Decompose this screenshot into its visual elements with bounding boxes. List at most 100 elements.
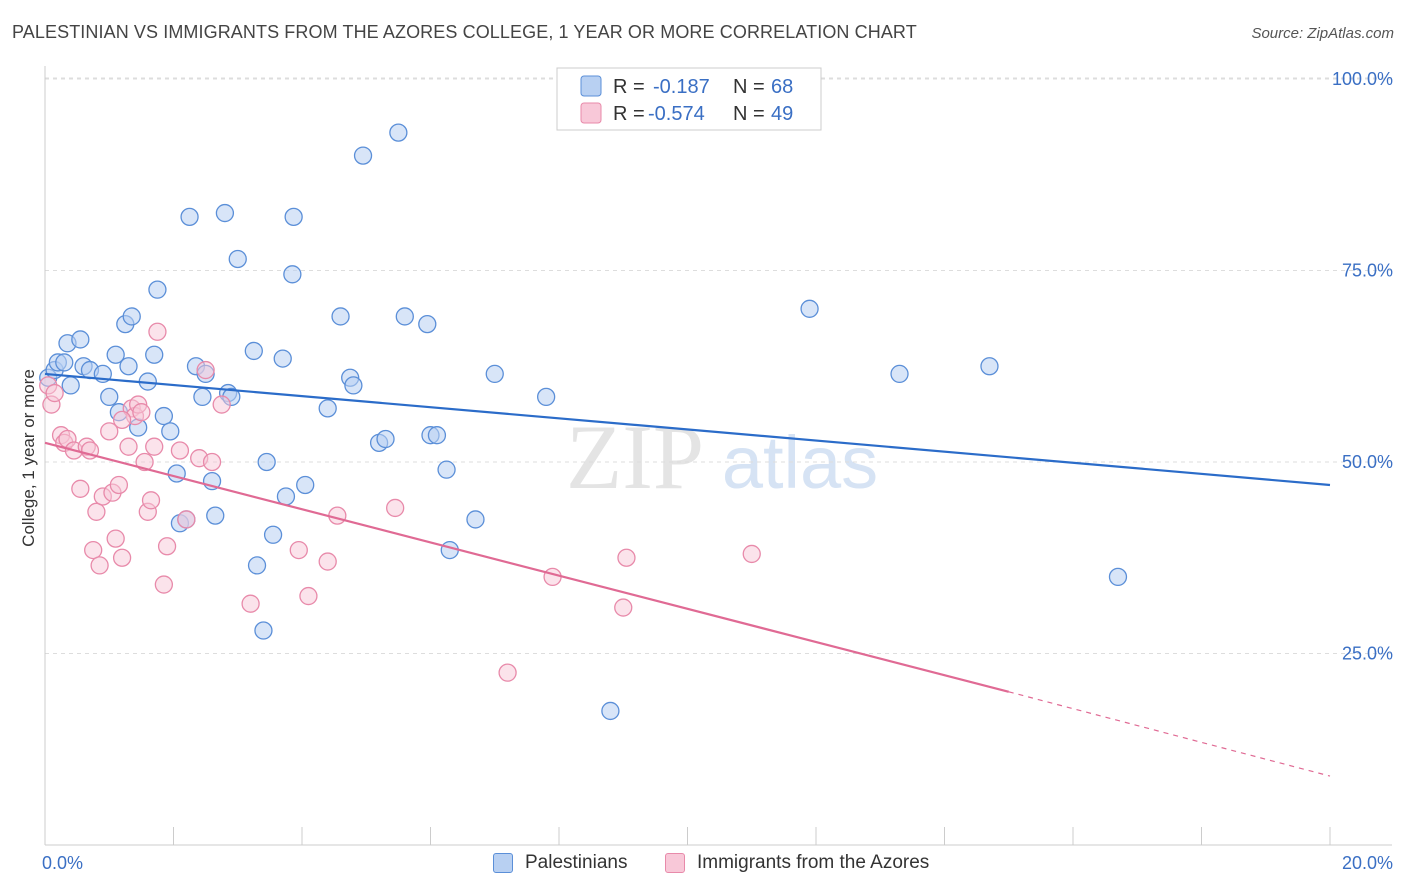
palestinians-point-66 bbox=[1108, 567, 1128, 587]
bottom-legend-palestinians: Palestinians bbox=[493, 852, 627, 874]
azores-point-10 bbox=[90, 556, 109, 575]
palestinians-point-43 bbox=[284, 207, 303, 227]
palestinians-point-49 bbox=[353, 146, 373, 165]
azores-point-47 bbox=[112, 410, 132, 430]
azores-point-46 bbox=[45, 383, 64, 403]
palestinians-point-38 bbox=[257, 452, 276, 472]
azores-point-30 bbox=[177, 510, 196, 529]
palestinians-point-42 bbox=[283, 265, 302, 284]
azores-point-26 bbox=[148, 322, 167, 341]
palestinians-point-14 bbox=[119, 357, 138, 376]
azores-point-17 bbox=[119, 437, 138, 456]
legend-n-label-2: N = bbox=[733, 103, 765, 125]
palestinians-point-57 bbox=[437, 460, 456, 479]
palestinians-point-46 bbox=[331, 307, 350, 326]
y-tick-labels: 100.0% 75.0% 50.0% 25.0% bbox=[1332, 69, 1393, 664]
palestinians-point-39 bbox=[263, 525, 283, 544]
palestinians-point-27 bbox=[193, 387, 212, 407]
palestinians-point-21 bbox=[161, 422, 180, 441]
legend-n-value-1: 68 bbox=[771, 76, 793, 98]
bottom-legend-label-palestinians: Palestinians bbox=[525, 852, 628, 873]
chart-title: PALESTINIAN VS IMMIGRANTS FROM THE AZORE… bbox=[12, 22, 917, 42]
azores-point-28 bbox=[157, 537, 177, 556]
palestinians-point-34 bbox=[228, 249, 247, 269]
azores-point-21 bbox=[132, 403, 151, 422]
y-tick-label-0: 100.0% bbox=[1332, 69, 1393, 89]
palestinians-point-30 bbox=[206, 506, 225, 525]
palestinians-point-63 bbox=[800, 299, 819, 318]
azores-point-39 bbox=[328, 506, 347, 525]
palestinians-trend-line bbox=[44, 372, 1331, 487]
palestinians-point-20 bbox=[154, 406, 174, 426]
palestinians-point-31 bbox=[215, 203, 235, 223]
azores-trend-extension bbox=[1008, 691, 1331, 777]
bottom-legend-azores: Immigrants from the Azores bbox=[665, 852, 929, 874]
azores-point-44 bbox=[617, 548, 636, 567]
bottom-legend-swatch-palestinians bbox=[493, 853, 513, 873]
bottom-legend-label-azores: Immigrants from the Azores bbox=[697, 852, 930, 873]
azores-point-32 bbox=[196, 360, 215, 380]
legend-r-label-1: R = bbox=[613, 76, 645, 98]
palestinians-point-18 bbox=[145, 345, 164, 364]
legend-r-value-2: -0.574 bbox=[648, 103, 705, 125]
palestinians-point-62 bbox=[601, 701, 620, 721]
palestinians-point-5 bbox=[61, 376, 80, 395]
azores-points bbox=[39, 322, 761, 682]
palestinians-point-10 bbox=[100, 387, 119, 407]
azores-point-27 bbox=[154, 575, 174, 594]
azores-point-16 bbox=[112, 548, 132, 567]
azores-point-12 bbox=[100, 422, 119, 441]
y-tick-label-1: 75.0% bbox=[1342, 261, 1393, 281]
palestinians-point-36 bbox=[247, 556, 267, 575]
azores-point-38 bbox=[318, 552, 337, 571]
legend-n-label-1: N = bbox=[733, 76, 765, 98]
bottom-legend: Palestinians Immigrants from the Azores bbox=[0, 852, 1406, 878]
azores-point-42 bbox=[543, 567, 562, 587]
palestinians-point-45 bbox=[318, 399, 337, 418]
x-tick-labels: 0.0% 20.0% bbox=[42, 853, 1393, 873]
palestinians-point-65 bbox=[980, 357, 999, 376]
azores-point-45 bbox=[742, 544, 761, 564]
palestinians-point-3 bbox=[55, 353, 74, 372]
azores-point-22 bbox=[135, 452, 154, 472]
x-tick-label-0: 0.0% bbox=[42, 853, 83, 873]
palestinians-point-35 bbox=[244, 341, 263, 361]
palestinians-point-58 bbox=[440, 540, 459, 560]
legend-swatch-palestinians bbox=[580, 75, 602, 97]
azores-point-14 bbox=[106, 529, 125, 548]
azores-point-41 bbox=[498, 663, 517, 682]
palestinians-point-54 bbox=[418, 314, 437, 334]
palestinians-point-61 bbox=[537, 387, 556, 407]
palestinians-point-64 bbox=[890, 364, 909, 384]
y-tick-label-3: 25.0% bbox=[1342, 644, 1393, 664]
trend-lines bbox=[44, 372, 1331, 777]
azores-trend-line bbox=[44, 441, 1010, 693]
azores-point-29 bbox=[170, 441, 190, 460]
azores-point-34 bbox=[212, 395, 231, 414]
azores-point-37 bbox=[299, 586, 318, 606]
legend-r-label-2: R = bbox=[613, 103, 645, 125]
top-legend: R = -0.187 N = 68 R = -0.574 N = 49 bbox=[556, 67, 822, 131]
palestinians-point-37 bbox=[254, 621, 273, 640]
azores-point-33 bbox=[202, 452, 222, 472]
y-tick-label-2: 50.0% bbox=[1342, 452, 1393, 472]
palestinians-point-51 bbox=[376, 429, 395, 449]
azores-point-36 bbox=[289, 540, 308, 560]
palestinians-point-53 bbox=[395, 307, 414, 326]
azores-point-6 bbox=[71, 479, 90, 498]
palestinians-point-19 bbox=[148, 280, 167, 299]
azores-point-15 bbox=[109, 475, 129, 495]
watermark-zip: ZIP bbox=[566, 406, 704, 508]
azores-point-24 bbox=[141, 491, 161, 510]
legend-swatch-azores bbox=[580, 102, 602, 124]
azores-point-43 bbox=[614, 598, 633, 617]
azores-point-25 bbox=[145, 437, 164, 456]
azores-point-9 bbox=[87, 502, 106, 521]
x-tick-label-1: 20.0% bbox=[1342, 853, 1393, 873]
palestinians-point-40 bbox=[273, 349, 292, 368]
source-label: Source: ZipAtlas.com bbox=[1251, 25, 1394, 42]
palestinians-point-48 bbox=[344, 376, 363, 395]
palestinians-point-11 bbox=[106, 345, 125, 364]
palestinians-point-15 bbox=[122, 307, 141, 326]
